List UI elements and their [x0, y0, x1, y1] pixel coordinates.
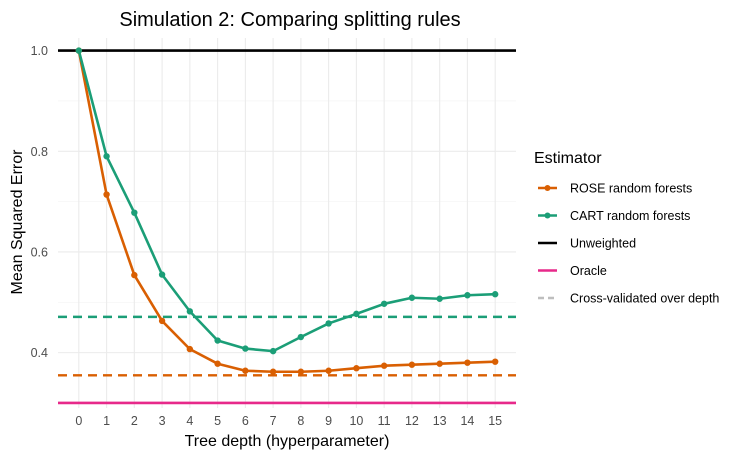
x-axis-title: Tree depth (hyperparameter) — [185, 433, 390, 450]
y-tick-label: 0.4 — [31, 346, 48, 360]
legend-label: Cross-validated over depth — [570, 292, 719, 306]
cart-random-forests-point — [214, 337, 221, 344]
y-axis-title: Mean Squared Error — [9, 149, 26, 295]
legend-item: Cross-validated over depth — [538, 292, 719, 306]
cart-random-forests-point — [436, 295, 443, 302]
cart-random-forests-point — [131, 209, 138, 216]
rose-random-forests-point — [436, 360, 443, 367]
cart-random-forests-point — [103, 153, 110, 160]
cart-random-forests-point — [186, 308, 194, 315]
cart-random-forests-point — [242, 345, 249, 352]
reference-lines — [58, 49, 516, 405]
legend-label: ROSE random forests — [570, 182, 692, 196]
rose-random-forests-point — [269, 368, 277, 375]
x-tick-label: 3 — [159, 414, 166, 428]
tick-labels: 0.40.60.81.00 1 2 3 4 5 6 7 8 9 10 11 12 13 14 15 — [31, 44, 503, 428]
legend-label: CART random forests — [570, 209, 690, 223]
legend-label: Unweighted — [570, 237, 636, 251]
y-tick-label: 0.6 — [31, 245, 48, 259]
cart-random-forests-point — [353, 310, 360, 318]
cart-random-forests-point — [491, 291, 499, 298]
cart-random-forests-point — [269, 347, 277, 355]
x-tick-label: 14 — [460, 414, 474, 428]
rose-random-forests-point — [214, 360, 221, 367]
legend: Estimator ROSE random forests CART random… — [534, 150, 719, 306]
legend-title: Estimator — [534, 150, 602, 167]
x-tick-label: 6 — [242, 414, 249, 428]
cart-random-forests-point — [464, 292, 471, 299]
cart-random-forests-legend-point — [544, 212, 551, 219]
rose-random-forests-point — [464, 359, 471, 366]
legend-item: Unweighted — [538, 237, 636, 251]
series-layer — [75, 47, 499, 375]
grid — [58, 38, 516, 408]
x-tick-label: 5 — [214, 414, 221, 428]
y-tick-label: 0.8 — [31, 145, 48, 159]
cart-random-forests-point — [380, 300, 388, 307]
legend-item: CART random forests — [538, 209, 690, 223]
x-tick-label: 1 — [103, 414, 110, 428]
y-tick-label: 1.0 — [31, 44, 48, 58]
legend-item: Oracle — [538, 264, 607, 278]
rose-random-forests-point — [297, 368, 305, 375]
x-tick-label: 15 — [488, 414, 502, 428]
chart-title: Simulation 2: Comparing splitting rules — [119, 9, 460, 31]
rose-random-forests-legend-point — [544, 185, 551, 191]
cart-random-forests-point — [297, 333, 305, 341]
x-tick-label: 13 — [433, 414, 447, 428]
x-tick-label: 4 — [186, 414, 193, 428]
rose-random-forests-point — [158, 317, 166, 325]
rose-random-forests-point — [131, 271, 138, 279]
x-tick-label: 2 — [131, 414, 138, 428]
x-tick-label: 0 — [75, 414, 82, 428]
rose-random-forests-point — [408, 361, 416, 368]
rose-random-forests-point — [491, 358, 499, 365]
legend-label: Oracle — [570, 264, 607, 278]
x-tick-label: 10 — [349, 414, 363, 428]
x-tick-label: 11 — [378, 414, 391, 428]
rose-random-forests-point — [103, 191, 110, 198]
cart-random-forests-point — [75, 47, 83, 54]
rose-random-forests-point — [186, 345, 194, 353]
rose-random-forests-line — [77, 50, 496, 374]
x-tick-label: 12 — [405, 414, 419, 428]
x-tick-label: 7 — [270, 414, 277, 428]
legend-item: ROSE random forests — [538, 182, 692, 196]
cart-random-forests-point — [325, 320, 332, 327]
rose-random-forests-point — [242, 367, 249, 374]
x-tick-label: 9 — [325, 414, 332, 428]
rose-random-forests-point — [325, 367, 332, 374]
x-tick-label: 8 — [297, 414, 304, 428]
rose-random-forests-point — [353, 365, 360, 372]
cart-random-forests-point — [158, 271, 166, 278]
rose-random-forests-point — [380, 362, 388, 369]
cart-random-forests-line — [77, 50, 496, 353]
cart-random-forests-point — [408, 294, 416, 301]
